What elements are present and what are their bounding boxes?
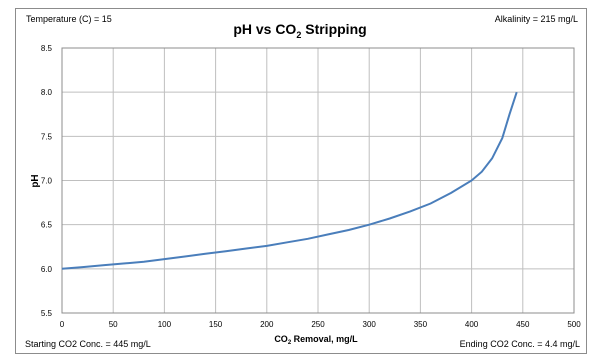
y-tick-label: 7.0 — [41, 177, 53, 186]
x-tick-label: 150 — [209, 320, 223, 329]
y-tick-label: 6.5 — [41, 221, 53, 230]
x-tick-labels: 0 50 100 150 200 250 300 350 400 450 500 — [60, 320, 581, 329]
x-tick-label: 450 — [516, 320, 530, 329]
y-axis-label: pH — [30, 174, 41, 187]
y-tick-label: 5.5 — [41, 309, 53, 318]
x-tick-label: 250 — [311, 320, 325, 329]
chart-title: pH vs CO2 Stripping — [233, 21, 366, 40]
annotation-temperature: Temperature (C) = 15 — [26, 14, 112, 24]
x-tick-label: 400 — [465, 320, 479, 329]
series-line — [61, 91, 518, 270]
x-tick-label: 0 — [60, 320, 65, 329]
annotation-ending-conc: Ending CO2 Conc. = 4.4 mg/L — [460, 339, 580, 349]
y-tick-labels: 8.5 8.0 7.5 7.0 6.5 6.0 5.5 — [41, 44, 53, 318]
x-tick-label: 500 — [567, 320, 581, 329]
x-tick-label: 100 — [158, 320, 172, 329]
annotation-alkalinity: Alkalinity = 215 mg/L — [495, 14, 578, 24]
y-tick-label: 8.5 — [41, 44, 53, 53]
plot-area-border — [61, 47, 575, 314]
x-tick-label: 300 — [363, 320, 377, 329]
y-tick-label: 8.0 — [41, 88, 53, 97]
annotation-starting-conc: Starting CO2 Conc. = 445 mg/L — [25, 339, 151, 349]
x-axis-label: CO2 Removal, mg/L — [274, 334, 358, 346]
y-tick-label: 6.0 — [41, 265, 53, 274]
x-tick-label: 350 — [414, 320, 428, 329]
y-tick-label: 7.5 — [41, 132, 53, 141]
x-tick-label: 50 — [109, 320, 118, 329]
x-tick-label: 200 — [260, 320, 274, 329]
grid — [62, 48, 574, 313]
